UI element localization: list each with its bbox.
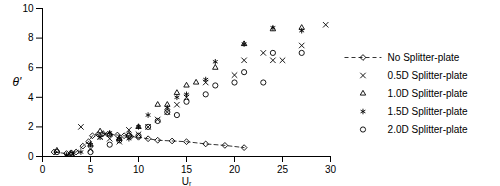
svg-text:6: 6 <box>28 62 34 73</box>
svg-text:10: 10 <box>133 164 145 175</box>
svg-text:No Splitter-plate: No Splitter-plate <box>388 52 460 63</box>
svg-text:0: 0 <box>28 151 34 162</box>
svg-text:2.0D Splitter-plate: 2.0D Splitter-plate <box>388 124 468 135</box>
svg-text:4: 4 <box>28 92 34 103</box>
svg-text:0.5D Splitter-plate: 0.5D Splitter-plate <box>388 70 468 81</box>
svg-text:Uᵣ: Uᵣ <box>182 176 192 186</box>
svg-text:10: 10 <box>22 3 34 14</box>
svg-text:25: 25 <box>277 164 289 175</box>
svg-text:20: 20 <box>229 164 241 175</box>
svg-text:30: 30 <box>325 164 337 175</box>
svg-text:0: 0 <box>40 164 46 175</box>
svg-text:5: 5 <box>88 164 94 175</box>
svg-text:θ': θ' <box>13 75 23 89</box>
svg-text:2: 2 <box>28 121 34 132</box>
svg-text:8: 8 <box>28 32 34 43</box>
svg-text:1.0D Splitter-plate: 1.0D Splitter-plate <box>388 88 468 99</box>
svg-text:15: 15 <box>181 164 193 175</box>
svg-text:1.5D Splitter-plate: 1.5D Splitter-plate <box>388 106 468 117</box>
